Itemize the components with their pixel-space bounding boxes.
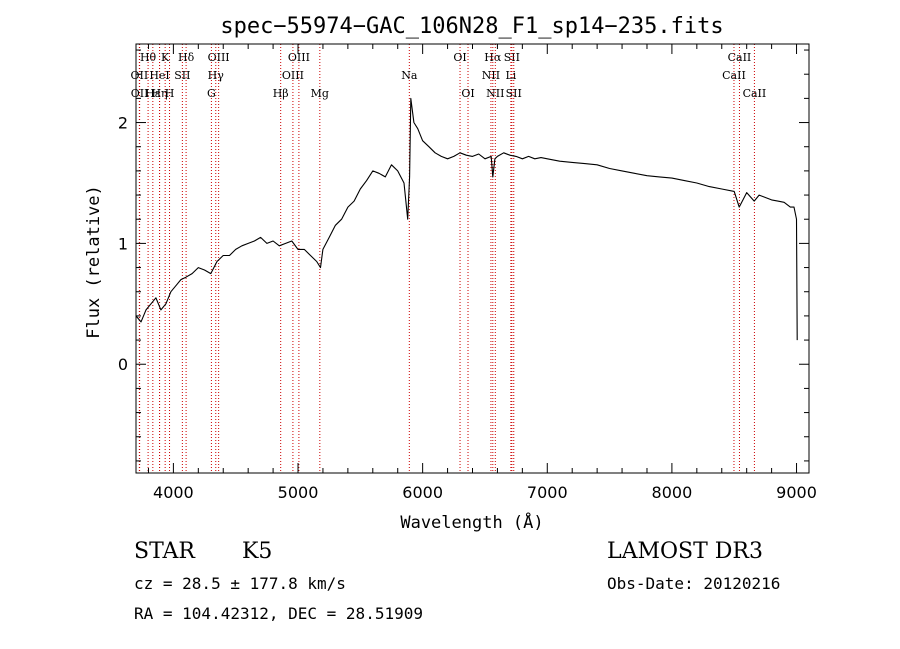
y-tick-label: 2 bbox=[118, 114, 128, 133]
y-tick-label: 1 bbox=[118, 234, 128, 253]
line-marker-label: OII bbox=[131, 69, 149, 82]
line-marker-label: Li bbox=[505, 69, 516, 82]
x-axis-label: Wavelength (Å) bbox=[400, 511, 543, 533]
y-tick-label: 0 bbox=[118, 355, 128, 374]
line-marker-label: Mg bbox=[311, 87, 329, 100]
line-marker-label: CaII bbox=[722, 69, 746, 82]
line-marker-label: Hθ bbox=[140, 51, 157, 64]
line-marker-label: Hα bbox=[484, 51, 502, 64]
line-marker-label: Hβ bbox=[273, 87, 289, 100]
object-subclass: K5 bbox=[242, 539, 273, 564]
object-class: STAR bbox=[134, 539, 195, 564]
line-marker-label: Hε bbox=[145, 87, 161, 100]
observation-date: Obs-Date: 20120216 bbox=[607, 574, 781, 593]
chart-title: spec−55974−GAC_106N28_F1_sp14−235.fits bbox=[220, 14, 723, 39]
line-marker-label: Hγ bbox=[208, 69, 225, 82]
line-marker-label: K bbox=[161, 51, 170, 64]
spectrum-series bbox=[135, 97, 798, 341]
line-marker-label: OII bbox=[131, 87, 149, 100]
sky-coordinates: RA = 104.42312, DEC = 28.51909 bbox=[134, 604, 423, 623]
line-marker-label: SII bbox=[174, 69, 190, 82]
line-marker-label: NII bbox=[482, 69, 500, 82]
line-marker-label: H bbox=[165, 87, 175, 100]
line-marker-label: OIII bbox=[208, 51, 230, 64]
line-marker-label: OIII bbox=[282, 69, 304, 82]
survey-name: LAMOST DR3 bbox=[607, 539, 763, 564]
redshift-velocity: cz = 28.5 ± 177.8 km/s bbox=[134, 574, 346, 593]
line-marker-label: SII bbox=[506, 87, 522, 100]
plot-frame bbox=[135, 43, 810, 474]
line-marker-label: G bbox=[207, 87, 216, 100]
x-tick-label: 9000 bbox=[776, 483, 817, 502]
line-marker-label: CaII bbox=[728, 51, 752, 64]
line-marker-label: OI bbox=[453, 51, 466, 64]
line-marker-label: OI bbox=[461, 87, 474, 100]
line-marker-label: Hδ bbox=[178, 51, 195, 64]
spectrum-chart: spec−55974−GAC_106N28_F1_sp14−235.fits H… bbox=[84, 14, 817, 533]
line-marker-label: SII bbox=[504, 51, 520, 64]
series-line-flux bbox=[135, 97, 798, 341]
line-marker-label: NII bbox=[486, 87, 504, 100]
x-tick-label: 5000 bbox=[278, 483, 319, 502]
line-marker-label: HeI bbox=[149, 69, 169, 82]
x-tick-label: 7000 bbox=[527, 483, 568, 502]
line-marker-label: Na bbox=[401, 69, 418, 82]
line-marker-label: Hη bbox=[151, 87, 167, 100]
x-tick-label: 8000 bbox=[652, 483, 693, 502]
x-tick-label: 4000 bbox=[153, 483, 194, 502]
line-marker-label: CaII bbox=[743, 87, 767, 100]
axes: 4000 5000 6000 7000 8000 9000 0 1 2 bbox=[118, 44, 817, 502]
x-tick-label: 6000 bbox=[402, 483, 443, 502]
line-marker-label: OIII bbox=[288, 51, 310, 64]
y-axis-label: Flux (relative) bbox=[84, 185, 104, 339]
